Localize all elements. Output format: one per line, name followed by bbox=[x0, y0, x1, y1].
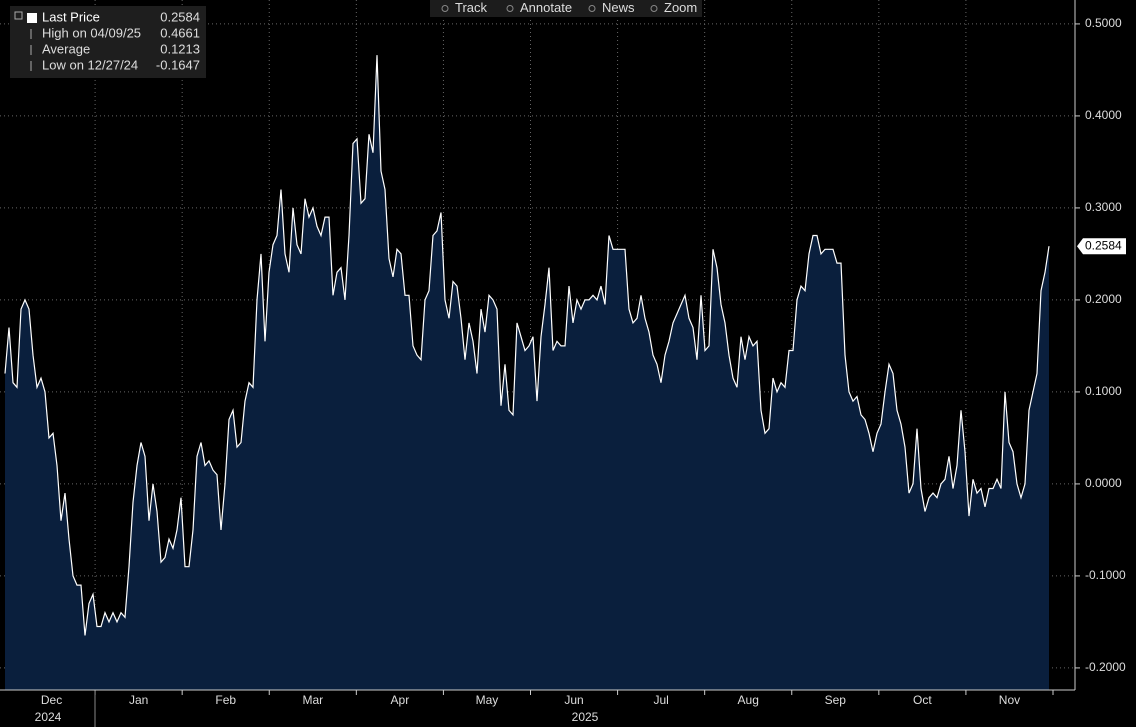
toolbar-button[interactable]: News bbox=[602, 0, 635, 15]
legend-value: 0.4661 bbox=[160, 25, 200, 40]
x-tick-label: Apr bbox=[391, 693, 410, 707]
toolbar-button[interactable]: Track bbox=[455, 0, 488, 15]
y-tick-label: 0.0000 bbox=[1085, 476, 1122, 490]
x-tick-label: May bbox=[476, 693, 499, 707]
y-tick-label: -0.1000 bbox=[1085, 568, 1126, 582]
legend-label: Last Price bbox=[42, 9, 100, 24]
year-label: 2024 bbox=[35, 710, 62, 724]
y-tick-label: 0.3000 bbox=[1085, 200, 1122, 214]
last-price-label: 0.2584 bbox=[1085, 238, 1122, 252]
x-tick-label: Dec bbox=[41, 693, 62, 707]
legend-collapse[interactable] bbox=[14, 11, 23, 20]
toolbar bbox=[430, 0, 702, 17]
legend-value: 0.1213 bbox=[160, 41, 200, 56]
y-tick-label: -0.2000 bbox=[1085, 660, 1126, 674]
y-tick-label: 0.1000 bbox=[1085, 384, 1122, 398]
legend-box bbox=[10, 6, 206, 78]
x-tick-label: Sep bbox=[825, 693, 847, 707]
x-tick-label: Jun bbox=[564, 693, 583, 707]
x-tick-label: Mar bbox=[302, 693, 323, 707]
legend-swatch bbox=[27, 13, 37, 23]
x-tick-label: Jan bbox=[129, 693, 148, 707]
legend-value: -0.1647 bbox=[156, 57, 200, 72]
legend-label: Low on 12/27/24 bbox=[42, 57, 138, 72]
legend-label: Average bbox=[42, 41, 90, 56]
area-fill bbox=[5, 55, 1049, 691]
year-label: 2025 bbox=[572, 710, 599, 724]
x-tick-label: Feb bbox=[215, 693, 236, 707]
y-tick-label: 0.4000 bbox=[1085, 108, 1122, 122]
legend-label: High on 04/09/25 bbox=[42, 25, 141, 40]
x-tick-label: Jul bbox=[653, 693, 668, 707]
last-price-tag bbox=[1077, 238, 1126, 255]
toolbar-icon bbox=[506, 5, 514, 12]
toolbar-icon bbox=[588, 5, 596, 12]
y-tick-label: 0.5000 bbox=[1085, 16, 1122, 30]
x-tick-label: Nov bbox=[999, 693, 1020, 707]
price-line bbox=[4, 55, 1050, 636]
x-tick-label: Aug bbox=[738, 693, 759, 707]
y-tick-label: 0.2000 bbox=[1085, 292, 1122, 306]
toolbar-button[interactable]: Zoom bbox=[664, 0, 697, 15]
toolbar-icon bbox=[441, 5, 449, 12]
legend-value: 0.2584 bbox=[160, 9, 200, 24]
toolbar-button[interactable]: Annotate bbox=[520, 0, 572, 15]
x-tick-label: Oct bbox=[913, 693, 932, 707]
toolbar-icon bbox=[650, 5, 658, 12]
